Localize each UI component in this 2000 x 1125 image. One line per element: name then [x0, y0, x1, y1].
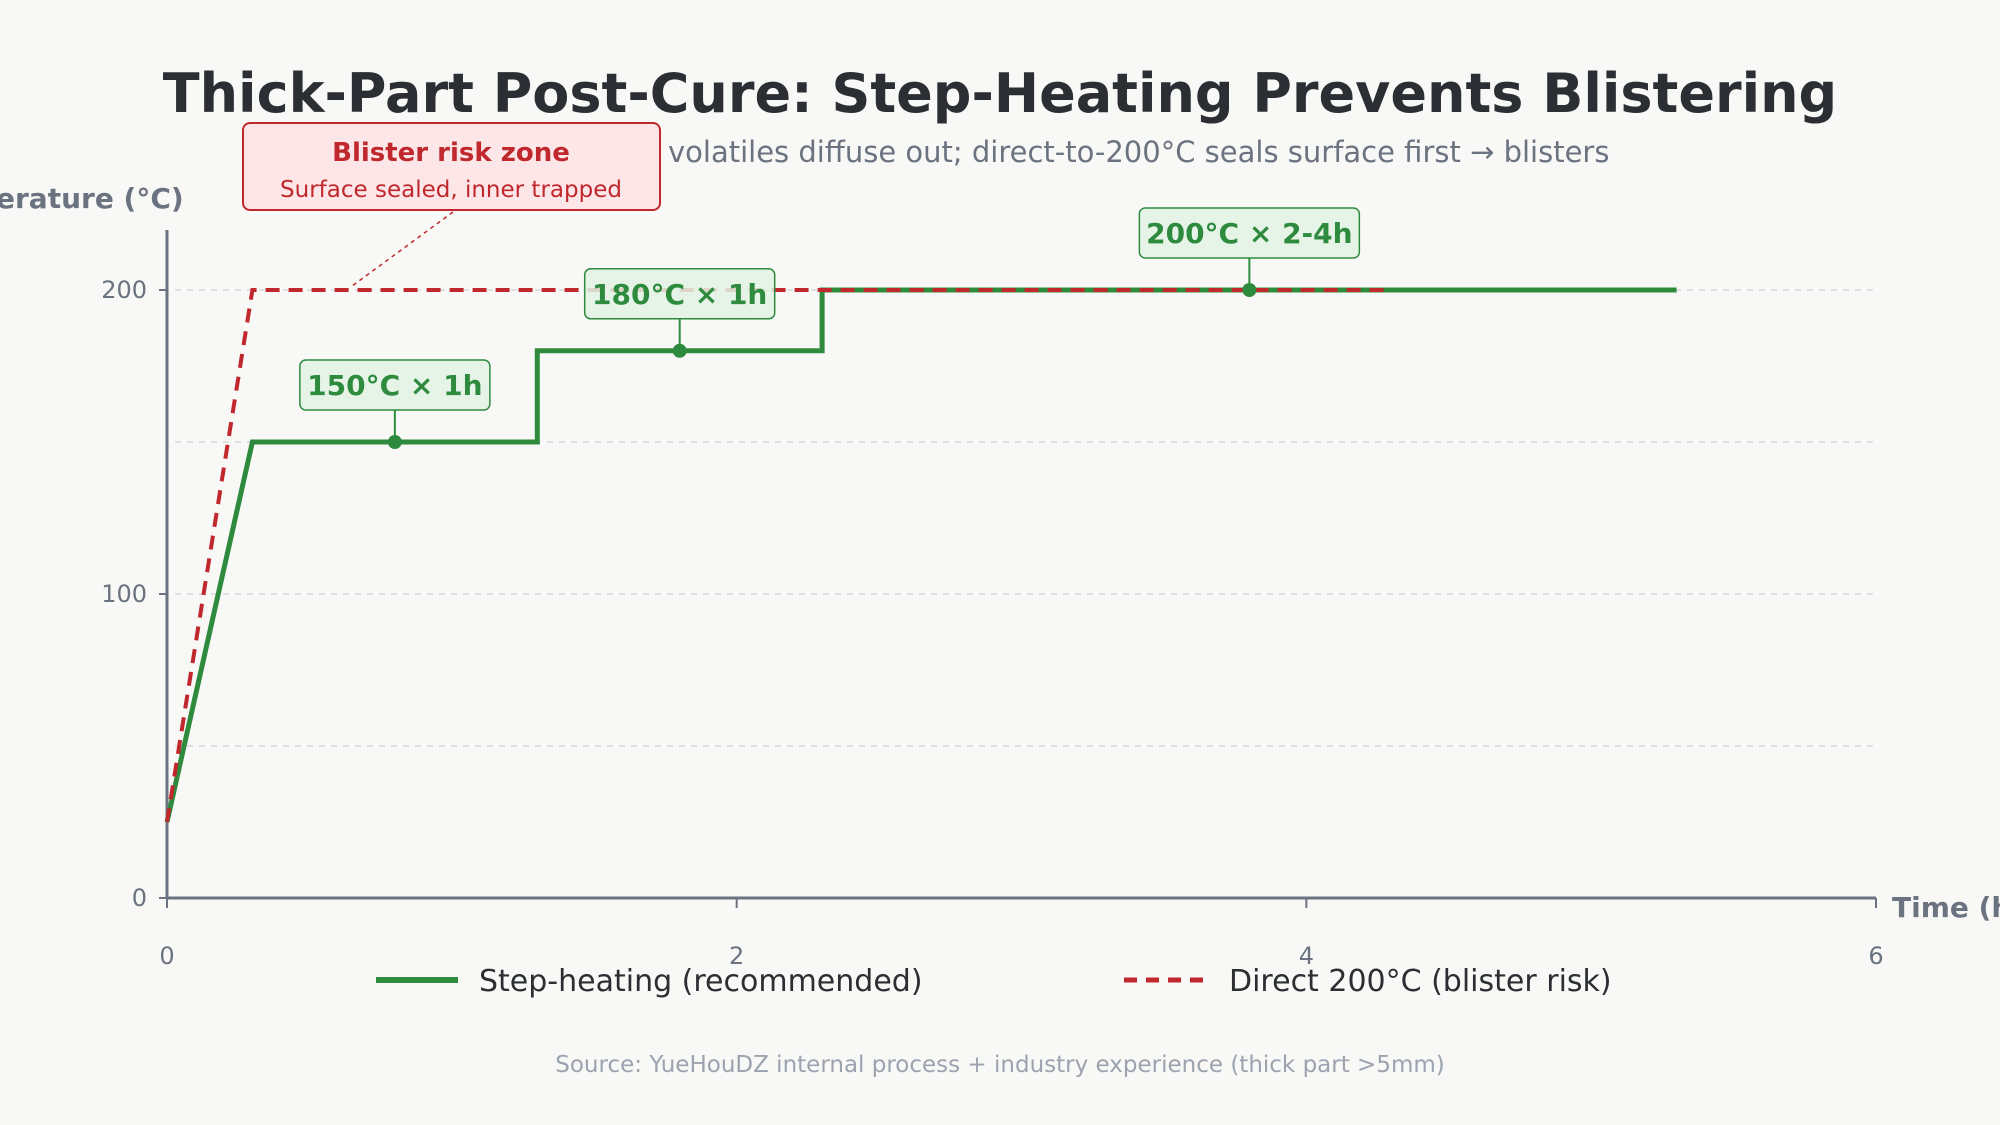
x-tick-label: 0: [159, 942, 174, 970]
chart-title: Thick-Part Post-Cure: Step-Heating Preve…: [163, 62, 1837, 125]
source-note: Source: YueHouDZ internal process + indu…: [555, 1052, 1444, 1078]
annotation-point: [387, 435, 402, 449]
x-tick-label: 6: [1868, 942, 1883, 970]
y-tick-label: 100: [101, 580, 147, 608]
annotation-label: 150°C × 1h: [307, 369, 482, 402]
x-tick-label: 4: [1299, 942, 1314, 970]
annotation-box: [583, 268, 776, 320]
annotation-label: 180°C × 1h: [592, 278, 767, 311]
risk-callout-box: [242, 122, 661, 211]
annotation-box: [1138, 207, 1361, 259]
risk-callout-title: Blister risk zone: [332, 138, 570, 168]
legend: Step-heating (recommended) Direct 200°C …: [376, 964, 1612, 999]
legend-label-direct: Direct 200°C (blister risk): [1229, 964, 1612, 999]
y-tick-label: 200: [101, 276, 147, 304]
x-axis-label: Time (h): [1892, 891, 2000, 924]
y-axis-label: erature (°C): [0, 182, 184, 215]
series-line-direct: [165, 288, 1392, 823]
chart-subtitle: volatiles diffuse out; direct-to-200°C s…: [668, 135, 1609, 169]
annotation-point: [1242, 283, 1257, 297]
x-tick-label: 2: [729, 942, 744, 970]
risk-leader-line: [351, 211, 454, 287]
legend-label-step: Step-heating (recommended): [479, 964, 923, 999]
annotations: 150°C × 1h 180°C × 1h 200°C × 2-4h: [299, 207, 1361, 449]
annotation-point: [672, 343, 687, 358]
series: [164, 287, 1677, 823]
blister-risk-callout: Blister risk zone Surface sealed, inner …: [242, 122, 661, 287]
ticks: 0 2 4 6 0 100 200: [101, 276, 1883, 970]
grid-lines: [175, 289, 1876, 747]
axes: [165, 230, 1876, 900]
annotation-box: [299, 359, 491, 411]
risk-callout-text: Surface sealed, inner trapped: [280, 177, 622, 203]
annotation-label: 200°C × 2-4h: [1146, 217, 1352, 250]
y-tick-label: 0: [132, 884, 147, 912]
